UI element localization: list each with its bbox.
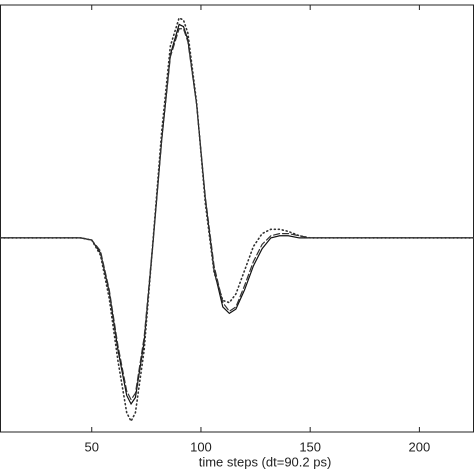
x-tick-label: 100 [190, 439, 212, 454]
data-line [0, 28, 474, 401]
data-line [0, 23, 474, 406]
x-tick-label: 200 [409, 439, 431, 454]
plot-frame [0, 4, 474, 433]
x-tick-label: 150 [299, 439, 321, 454]
data-line [0, 16, 474, 423]
x-tick-label: 50 [85, 439, 99, 454]
x-axis-label: time steps (dt=90.2 ps) [199, 454, 332, 469]
